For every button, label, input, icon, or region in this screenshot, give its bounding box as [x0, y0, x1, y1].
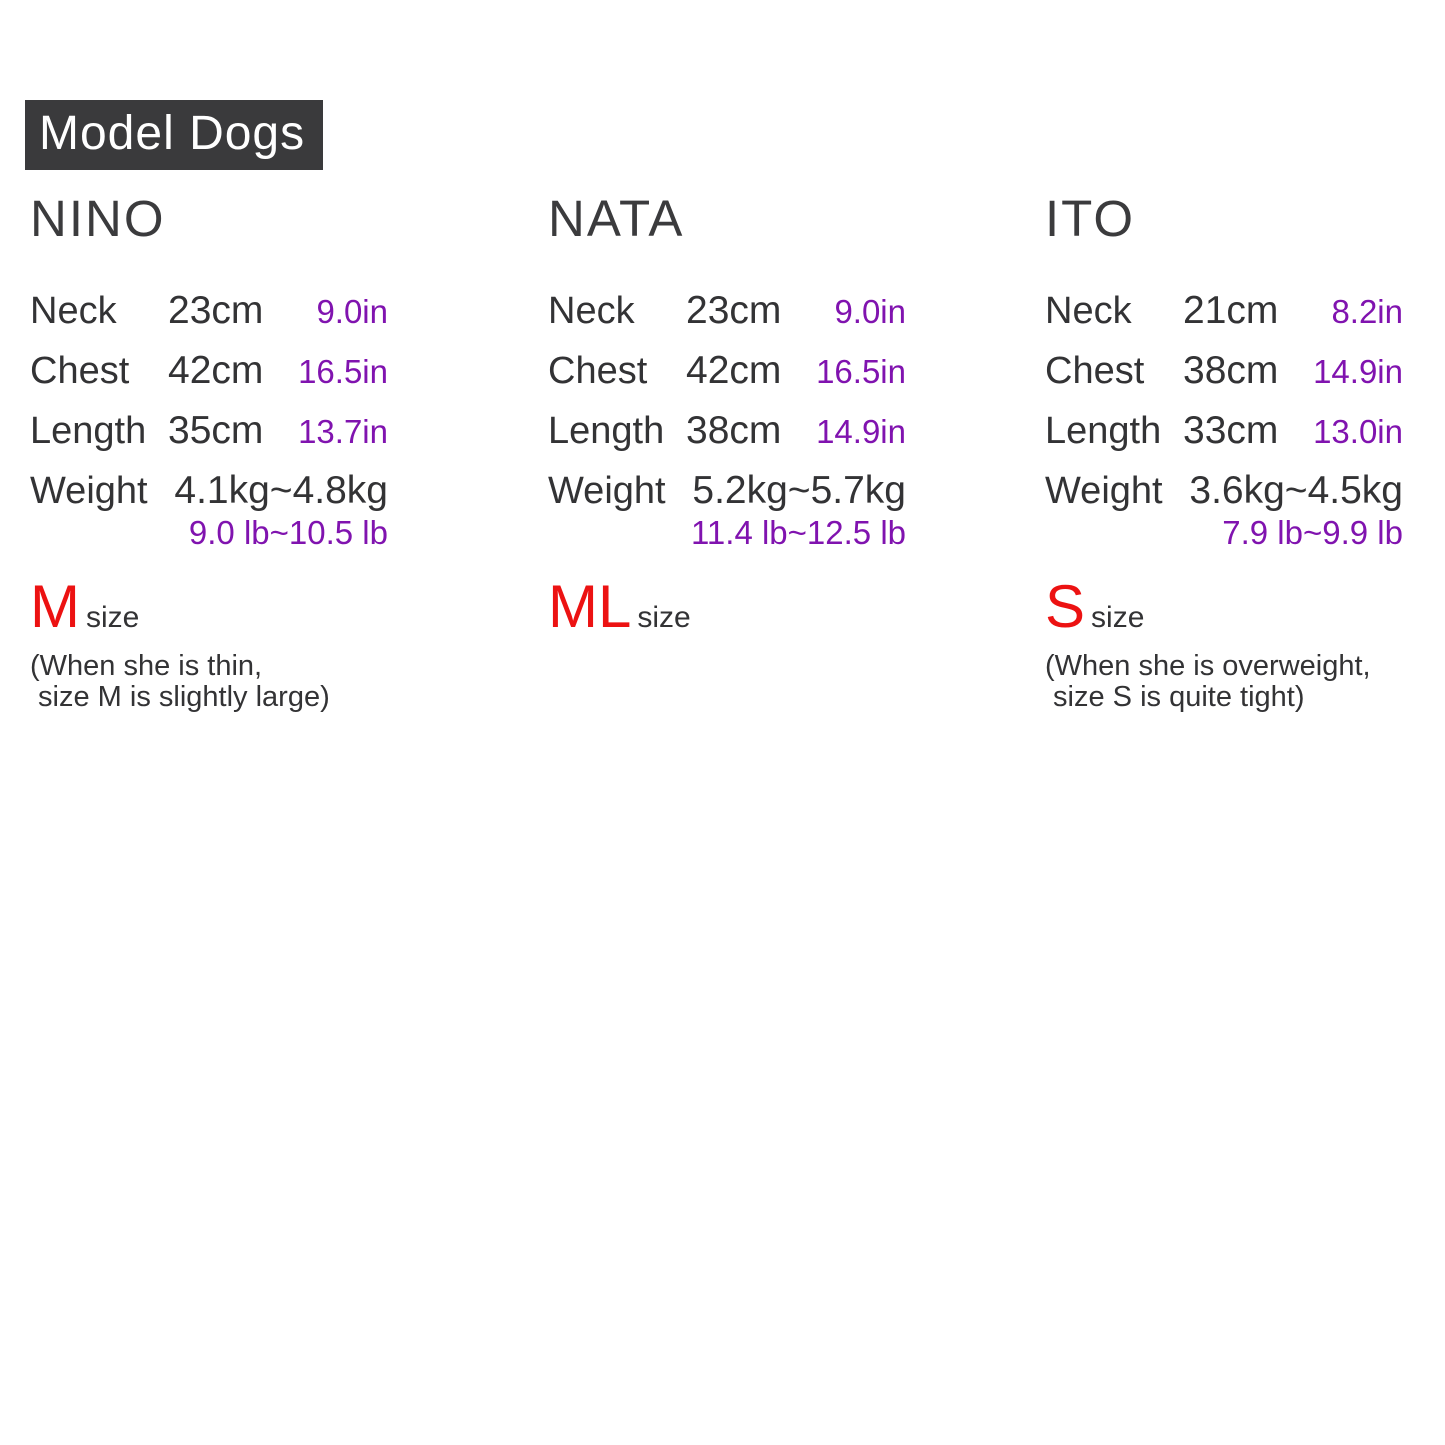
measurement-label: Neck	[548, 290, 635, 332]
weight-lb-value: 11.4 lb~12.5 lb	[691, 513, 906, 551]
dog-name: ITO	[1045, 190, 1136, 247]
weight-kg-value: 3.6kg~4.5kg	[1189, 468, 1403, 512]
measurement-in-value: 9.0in	[834, 293, 906, 330]
weight-row: Weight 3.6kg~4.5kg	[1045, 468, 1403, 513]
measurement-row: Chest 38cm 14.9in	[1045, 348, 1403, 393]
measurement-cm-value: 42cm	[168, 348, 264, 392]
size-note-line: size S is quite tight)	[1045, 681, 1305, 714]
measurement-cm-value: 23cm	[686, 289, 782, 332]
size-row: ML size	[548, 576, 906, 637]
weight-row: Weight 4.1kg~4.8kg	[30, 468, 388, 513]
weight-row: Weight 5.2kg~5.7kg	[548, 468, 906, 513]
measurement-cm-value: 38cm	[686, 408, 782, 452]
measurement-row: Length 38cm 14.9in	[548, 408, 906, 453]
size-suffix: size	[85, 600, 140, 634]
page-title: Model Dogs	[25, 100, 324, 170]
measurement-in-value: 16.5in	[298, 352, 388, 390]
size-suffix: size	[637, 600, 691, 634]
measurement-label: Chest	[548, 349, 648, 392]
weight-lb-value: 7.9 lb~9.9 lb	[1222, 513, 1403, 551]
measurement-cm-value: 42cm	[686, 348, 782, 392]
size-letter: S	[1045, 572, 1086, 640]
size-letter: ML	[548, 572, 632, 640]
size-note: (When she is overweight, size S is quite…	[1045, 649, 1403, 714]
weight-label: Weight	[1045, 469, 1163, 512]
size-letter: M	[30, 572, 80, 640]
measurement-cm-value: 35cm	[168, 408, 264, 452]
weight-label: Weight	[548, 469, 666, 512]
measurement-row: Neck 21cm 8.2in	[1045, 289, 1403, 333]
weight-kg-value: 5.2kg~5.7kg	[692, 468, 906, 512]
measurement-cm-value: 21cm	[1183, 289, 1279, 332]
measurement-row: Chest 42cm 16.5in	[548, 348, 906, 393]
measurement-label: Length	[548, 409, 665, 452]
size-suffix: size	[1091, 600, 1145, 634]
weight-label: Weight	[30, 469, 148, 512]
dog-column-nata: NATA Neck 23cm 9.0in Chest 42cm 16.5in L…	[548, 193, 906, 637]
measurement-cm-value: 38cm	[1183, 348, 1279, 392]
measurement-cm-value: 33cm	[1183, 408, 1279, 452]
measurement-row: Chest 42cm 16.5in	[30, 348, 388, 393]
measurement-in-value: 8.2in	[1331, 293, 1403, 330]
dog-name: NATA	[548, 190, 685, 247]
size-note-line: (When she is thin,	[30, 649, 263, 682]
measurement-in-value: 13.7in	[298, 412, 388, 450]
measurement-label: Length	[30, 409, 147, 452]
measurement-row: Neck 23cm 9.0in	[30, 289, 388, 333]
dog-column-nino: NINO Neck 23cm 9.0in Chest 42cm 16.5in L…	[30, 193, 388, 713]
size-note-line: (When she is overweight,	[1045, 649, 1371, 682]
dog-name: NINO	[30, 190, 166, 247]
measurement-in-value: 14.9in	[816, 412, 906, 450]
measurement-row: Neck 23cm 9.0in	[548, 289, 906, 333]
measurement-in-value: 13.0in	[1313, 412, 1403, 450]
measurement-cm-value: 23cm	[168, 289, 264, 332]
measurement-label: Chest	[1045, 349, 1145, 392]
dog-column-ito: ITO Neck 21cm 8.2in Chest 38cm 14.9in Le…	[1045, 193, 1403, 713]
measurement-label: Chest	[30, 349, 130, 392]
measurement-label: Neck	[1045, 290, 1132, 332]
size-note: (When she is thin, size M is slightly la…	[30, 649, 388, 714]
weight-lb-value: 9.0 lb~10.5 lb	[188, 513, 388, 551]
measurement-row: Length 35cm 13.7in	[30, 408, 388, 453]
measurement-in-value: 9.0in	[316, 293, 388, 330]
measurement-label: Length	[1045, 409, 1162, 452]
weight-kg-value: 4.1kg~4.8kg	[174, 468, 388, 512]
measurement-row: Length 33cm 13.0in	[1045, 408, 1403, 453]
size-note-line: size M is slightly large)	[30, 681, 330, 714]
measurement-label: Neck	[30, 290, 117, 332]
measurement-in-value: 16.5in	[816, 352, 906, 390]
measurement-in-value: 14.9in	[1313, 352, 1403, 390]
